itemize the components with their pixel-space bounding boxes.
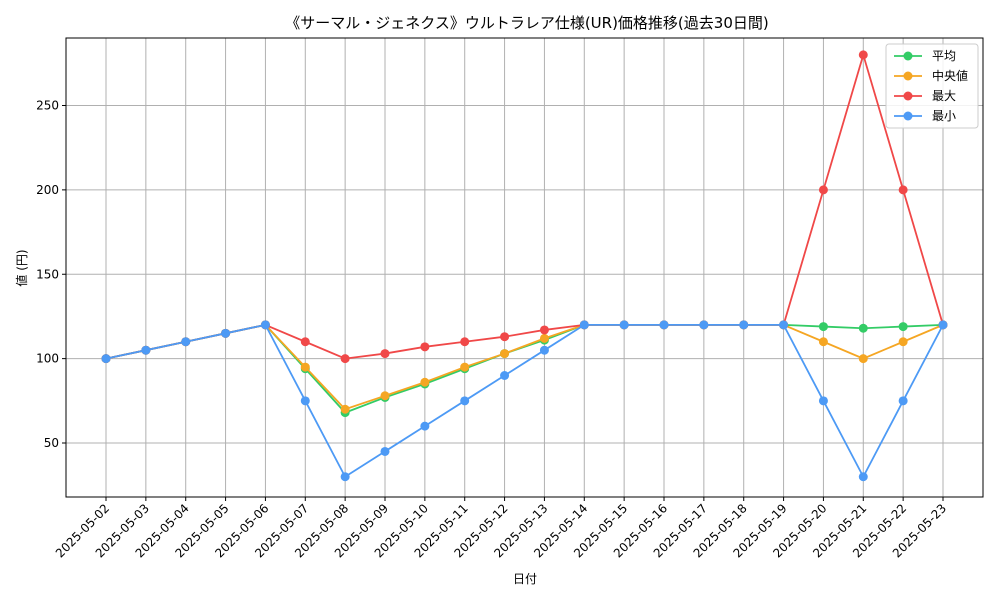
data-point <box>300 337 310 347</box>
data-point <box>340 472 350 482</box>
legend-label: 最小 <box>932 109 956 123</box>
legend-swatch-marker <box>903 91 913 101</box>
y-tick-label: 250 <box>36 99 59 113</box>
data-point <box>858 323 868 333</box>
series-layer <box>101 50 948 482</box>
legend-box <box>885 43 979 129</box>
data-point <box>858 354 868 364</box>
data-point <box>898 185 908 195</box>
legend-label: 最大 <box>932 89 956 103</box>
grid <box>66 38 983 497</box>
data-point <box>340 404 350 414</box>
data-point <box>779 320 789 330</box>
data-point <box>818 396 828 406</box>
plot-area-frame <box>65 37 984 498</box>
data-point <box>420 421 430 431</box>
data-point <box>539 333 549 343</box>
data-point <box>101 354 111 364</box>
data-point <box>460 337 470 347</box>
legend-label: 平均 <box>932 49 956 63</box>
series-line <box>105 323 944 479</box>
legend-item: 最小 <box>894 109 956 123</box>
legend-swatch-marker <box>903 71 913 81</box>
y-tick-label: 200 <box>36 183 59 197</box>
data-point <box>898 322 908 332</box>
y-axis-title: 値 (円) <box>14 249 29 286</box>
data-point <box>739 320 749 330</box>
data-point <box>500 371 510 380</box>
data-point <box>420 377 430 387</box>
data-point <box>141 345 151 355</box>
legend-swatch-marker <box>903 51 913 61</box>
series-4 <box>101 320 948 482</box>
data-point <box>579 320 589 330</box>
data-point <box>260 320 270 330</box>
y-axis: 50 100 150 200 250 <box>36 99 66 450</box>
data-point <box>380 349 390 359</box>
x-axis-title: 日付 <box>513 572 537 586</box>
data-point <box>858 472 868 482</box>
series-line <box>105 323 944 411</box>
y-tick-label: 50 <box>44 436 59 450</box>
data-point <box>898 396 908 406</box>
data-point <box>818 322 828 332</box>
data-point <box>340 354 350 364</box>
data-point <box>500 332 510 342</box>
legend-item: 最大 <box>894 89 956 103</box>
legend-item: 中央値 <box>894 68 968 83</box>
x-axis: 2025-05-022025-05-032025-05-042025-05-05… <box>53 497 949 560</box>
data-point <box>300 396 310 406</box>
data-point <box>898 337 908 347</box>
data-point <box>818 185 828 195</box>
data-point <box>221 328 231 338</box>
data-point <box>380 446 390 456</box>
series-line <box>105 51 944 360</box>
data-point <box>818 337 828 347</box>
legend-item: 平均 <box>894 49 956 63</box>
data-point <box>420 342 430 352</box>
series-3 <box>101 50 948 364</box>
data-point <box>539 325 549 335</box>
y-tick-label: 150 <box>36 267 59 281</box>
legend-swatch-marker <box>903 111 913 121</box>
data-point <box>460 362 470 372</box>
data-point <box>380 391 390 401</box>
data-point <box>181 337 191 347</box>
data-point <box>938 320 948 330</box>
data-point <box>858 50 868 60</box>
data-point <box>659 320 669 330</box>
data-point <box>699 320 709 330</box>
data-point <box>300 362 310 372</box>
series-line <box>105 323 944 414</box>
data-point <box>539 345 549 355</box>
data-point <box>460 396 470 406</box>
y-tick-label: 100 <box>36 352 59 366</box>
legend-label: 中央値 <box>932 68 968 83</box>
data-point <box>619 320 629 330</box>
chart-title: 《サーマル・ジェネクス》ウルトラレア仕様(UR)価格推移(過去30日間) <box>285 14 768 32</box>
data-point <box>500 349 510 359</box>
